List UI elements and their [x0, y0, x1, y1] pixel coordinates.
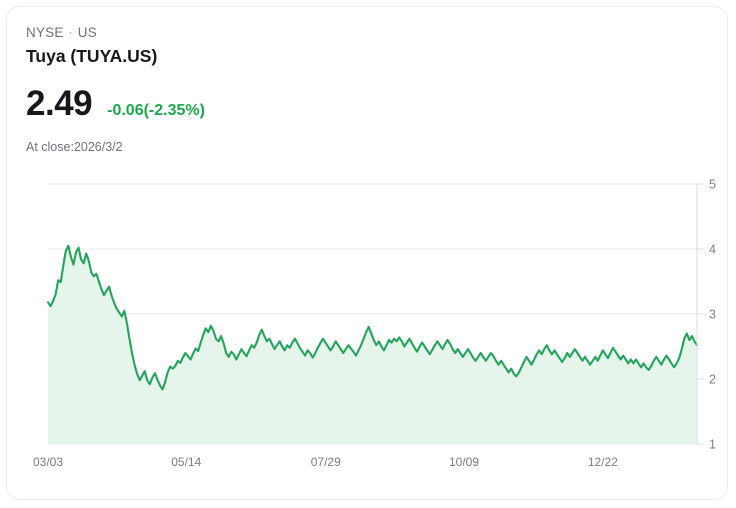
at-close-timestamp: At close:2026/3/2	[26, 140, 123, 154]
price-chart-svg[interactable]: 5 4 3 2 1 03/03 05/14 07/29 10/09 12/22	[7, 167, 736, 477]
price-row: 2.49 -0.06(-2.35%)	[26, 85, 626, 123]
quote-card: NYSE · US Tuya (TUYA.US) 2.49 -0.06(-2.35%…	[6, 6, 728, 500]
x-axis-label: 12/22	[588, 455, 618, 469]
price-change: -0.06(-2.35%)	[107, 102, 205, 119]
y-axis-label: 3	[709, 308, 716, 322]
quote-header: NYSE · US Tuya (TUYA.US) 2.49 -0.06(-2.35%…	[26, 24, 626, 155]
price-line	[46, 244, 699, 391]
region-label: US	[77, 25, 97, 40]
x-axis-labels: 03/03 05/14 07/29 10/09 12/22	[33, 455, 618, 469]
exchange-label: NYSE	[26, 25, 64, 40]
y-axis-label: 5	[709, 178, 716, 192]
current-price: 2.49	[26, 84, 93, 123]
y-axis-label: 1	[709, 438, 716, 452]
x-axis-label: 05/14	[171, 455, 201, 469]
price-area-fill	[48, 245, 697, 444]
exchange-region-row: NYSE · US	[26, 24, 626, 41]
x-axis-label: 10/09	[449, 455, 479, 469]
x-axis-label: 07/29	[311, 455, 341, 469]
y-axis-ticks: 5 4 3 2 1	[697, 178, 716, 452]
price-chart[interactable]: 5 4 3 2 1 03/03 05/14 07/29 10/09 12/22	[7, 167, 736, 477]
y-axis-label: 4	[709, 243, 716, 257]
y-axis-label: 2	[709, 373, 716, 387]
separator-dot: ·	[68, 25, 73, 39]
x-axis-label: 03/03	[33, 455, 63, 469]
page-title: Tuya (TUYA.US)	[26, 46, 158, 66]
